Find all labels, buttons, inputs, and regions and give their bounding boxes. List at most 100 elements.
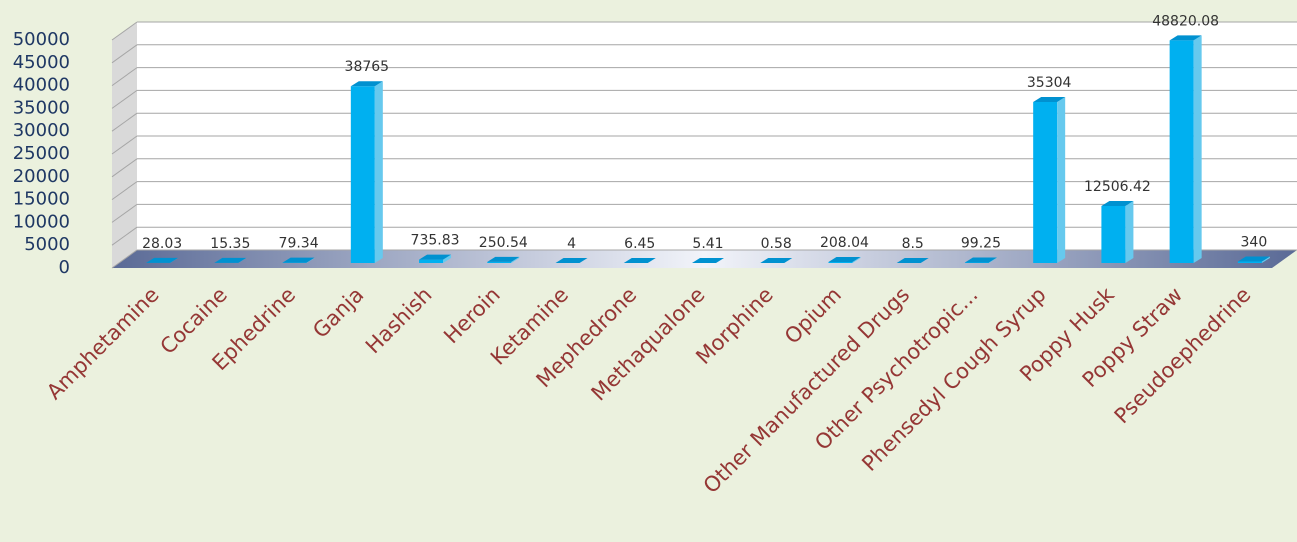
bar-side [306, 257, 315, 263]
grid-line-side [111, 249, 138, 269]
x-tick-label: Pseudoephedrine [1110, 283, 1256, 429]
grid-line-side [111, 21, 138, 41]
y-tick-label: 30000 [13, 120, 70, 141]
bar-side [170, 257, 179, 263]
bar-side [852, 257, 861, 263]
bar [487, 256, 520, 263]
value-label: 735.83 [411, 233, 460, 249]
bar [896, 257, 929, 263]
x-tick-label: Ganja [308, 283, 368, 343]
bar-front [1169, 40, 1194, 264]
bar-top [1169, 35, 1202, 41]
bar-front [419, 259, 444, 263]
value-label: 208.04 [820, 235, 869, 251]
x-tick-label: Amphetamine [42, 283, 164, 405]
bar-side [511, 256, 520, 263]
bar [1101, 200, 1134, 263]
grid-line-side [111, 181, 138, 201]
bar [1169, 35, 1202, 264]
grid-line-side [111, 158, 138, 178]
bar-top [760, 257, 793, 263]
bar [146, 257, 179, 263]
bar-front [1237, 261, 1262, 263]
value-label: 99.25 [961, 236, 1001, 252]
bar [419, 254, 452, 263]
bar-front [1033, 102, 1058, 263]
bar-top [350, 81, 383, 87]
y-tick-label: 10000 [13, 211, 70, 232]
bar-side [988, 257, 997, 263]
bar-front [1101, 205, 1126, 263]
x-tick-label: Heroin [439, 283, 505, 349]
bar-top [487, 256, 520, 262]
bar-top [146, 257, 179, 263]
bar-side [579, 257, 588, 263]
bar-side [784, 257, 793, 263]
bar-front [487, 261, 512, 263]
grid-line-side [111, 44, 138, 64]
bar [1033, 97, 1066, 263]
value-label: 48820.08 [1152, 13, 1219, 29]
bar [555, 257, 588, 263]
value-label: 0.58 [761, 236, 792, 252]
y-tick-label: 25000 [13, 143, 70, 164]
x-tick-label: Hashish [361, 283, 437, 359]
bar [282, 257, 315, 263]
bar [964, 257, 997, 263]
bar [623, 257, 656, 263]
bar-side [1057, 97, 1066, 263]
value-label: 6.45 [624, 236, 655, 252]
bar-side [374, 81, 383, 263]
y-tick-label: 20000 [13, 166, 70, 187]
grid-line-side [111, 112, 138, 132]
bar-top [964, 257, 997, 263]
bar-top [896, 257, 929, 263]
bar-front [828, 262, 853, 263]
y-tick-label: 40000 [13, 75, 70, 96]
bar-side [647, 257, 656, 263]
y-tick-label: 45000 [13, 52, 70, 73]
bar [692, 257, 724, 263]
bar-side [716, 257, 724, 263]
bar-side [1125, 200, 1134, 263]
bar-top [692, 257, 724, 263]
value-label: 28.03 [142, 236, 182, 252]
grid-line-side [111, 203, 138, 223]
bar-side [1261, 256, 1270, 263]
y-tick-label: 50000 [13, 29, 70, 50]
grid-line-side [111, 135, 138, 155]
bar [1237, 256, 1270, 263]
bar-top [828, 257, 861, 263]
bar-top [555, 257, 588, 263]
bar-top [419, 254, 452, 260]
y-tick-label: 15000 [13, 189, 70, 210]
bar-front [350, 86, 375, 263]
value-label: 250.54 [479, 235, 528, 251]
bar-side [238, 257, 247, 263]
bar [350, 81, 383, 263]
bar-top [623, 257, 656, 263]
x-tick-label: Opium [780, 283, 846, 349]
value-label: 79.34 [279, 236, 319, 252]
value-label: 15.35 [210, 236, 250, 252]
bar-side [443, 254, 452, 263]
value-label: 35304 [1027, 75, 1072, 91]
bar-side [920, 257, 929, 263]
bar-top [1033, 97, 1066, 103]
value-label: 8.5 [902, 236, 924, 252]
bar-top [214, 257, 247, 263]
y-tick-label: 35000 [13, 97, 70, 118]
bar [760, 257, 793, 263]
value-label: 12506.42 [1084, 179, 1151, 195]
grid-line-side [111, 226, 138, 246]
bar [828, 257, 861, 263]
value-label: 4 [567, 236, 576, 252]
y-tick-label: 5000 [24, 234, 70, 255]
grid-line-side [111, 89, 138, 109]
value-label: 38765 [345, 59, 390, 75]
bar-top [1101, 200, 1134, 206]
value-label: 5.41 [692, 236, 723, 252]
y-tick-label: 0 [59, 257, 70, 278]
bar-top [1237, 256, 1270, 262]
